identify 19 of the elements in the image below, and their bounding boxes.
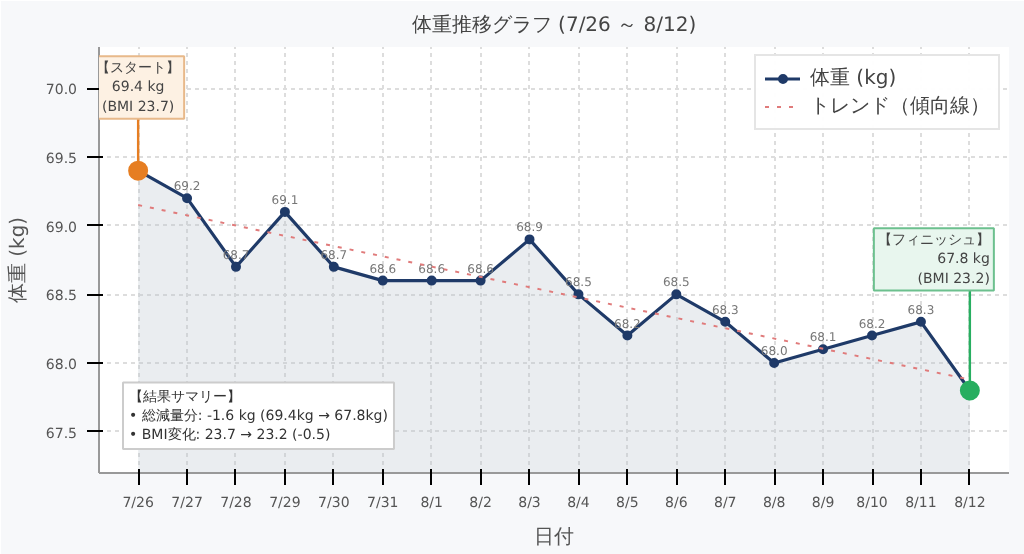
legend-label: 体重 (kg) <box>810 65 897 92</box>
x-axis-title: 日付 <box>534 527 574 549</box>
point <box>720 316 731 327</box>
legend-label: トレンド（傾向線） <box>810 94 990 120</box>
point <box>769 358 780 369</box>
chart-title: 体重推移グラフ (7/26 ～ 8/12) <box>411 13 697 37</box>
point <box>426 275 437 286</box>
point <box>671 289 682 300</box>
point <box>524 234 535 245</box>
point <box>867 330 878 341</box>
point <box>230 261 241 272</box>
point <box>328 261 339 272</box>
point <box>182 193 193 204</box>
point <box>377 275 388 286</box>
y-axis-title: 体重 (kg) <box>5 216 30 304</box>
point <box>279 206 290 217</box>
point <box>915 316 926 327</box>
point <box>622 330 633 341</box>
point <box>573 289 584 300</box>
